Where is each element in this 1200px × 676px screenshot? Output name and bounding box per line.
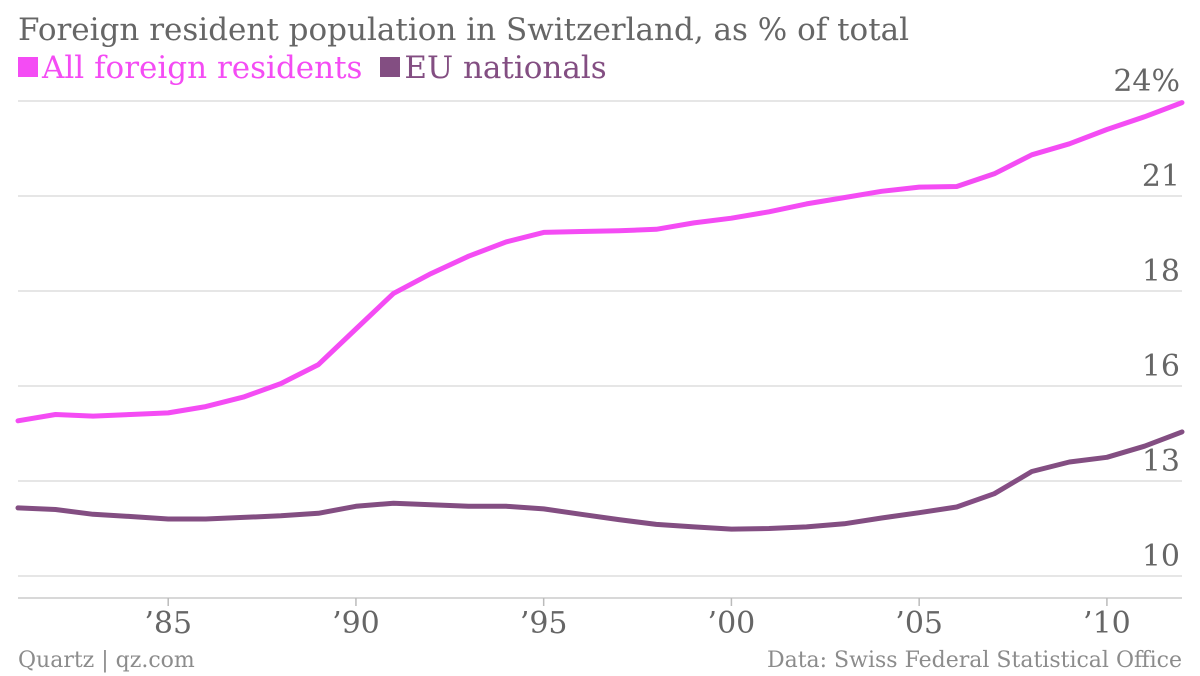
y-tick-label-13: 13: [1142, 444, 1180, 479]
chart-legend: All foreign residents EU nationals: [18, 50, 615, 86]
y-tick-label-10: 10: [1142, 539, 1180, 574]
legend-swatch-eu: [380, 57, 401, 77]
chart-title: Foreign resident population in Switzerla…: [18, 12, 910, 48]
x-tick-label-1985: ’85: [144, 606, 192, 641]
x-tick-label-1995: ’95: [520, 606, 568, 641]
x-tick-label-1990: ’90: [332, 606, 380, 641]
y-tick-label-24: 24%: [1113, 64, 1180, 99]
x-tick-label-2010: ’10: [1083, 606, 1131, 641]
footer-credit: Quartz | qz.com: [18, 648, 195, 673]
x-tick-label-2005: ’05: [895, 606, 943, 641]
legend-entry-all-foreign: All foreign residents: [18, 50, 372, 86]
y-tick-label-21: 21: [1142, 159, 1180, 194]
x-tick-label-2000: ’00: [708, 606, 756, 641]
footer-source: Data: Swiss Federal Statistical Office: [766, 648, 1182, 673]
legend-label-all-foreign: All foreign residents: [42, 50, 363, 86]
y-tick-label-16: 16: [1142, 349, 1180, 384]
legend-label-eu: EU nationals: [404, 50, 607, 86]
series-line-eu: [15, 429, 1185, 532]
series-line-all-foreign: [15, 100, 1185, 424]
y-tick-label-18: 18: [1142, 254, 1180, 289]
legend-swatch-all-foreign: [18, 57, 38, 77]
legend-entry-eu: EU nationals: [380, 50, 607, 86]
